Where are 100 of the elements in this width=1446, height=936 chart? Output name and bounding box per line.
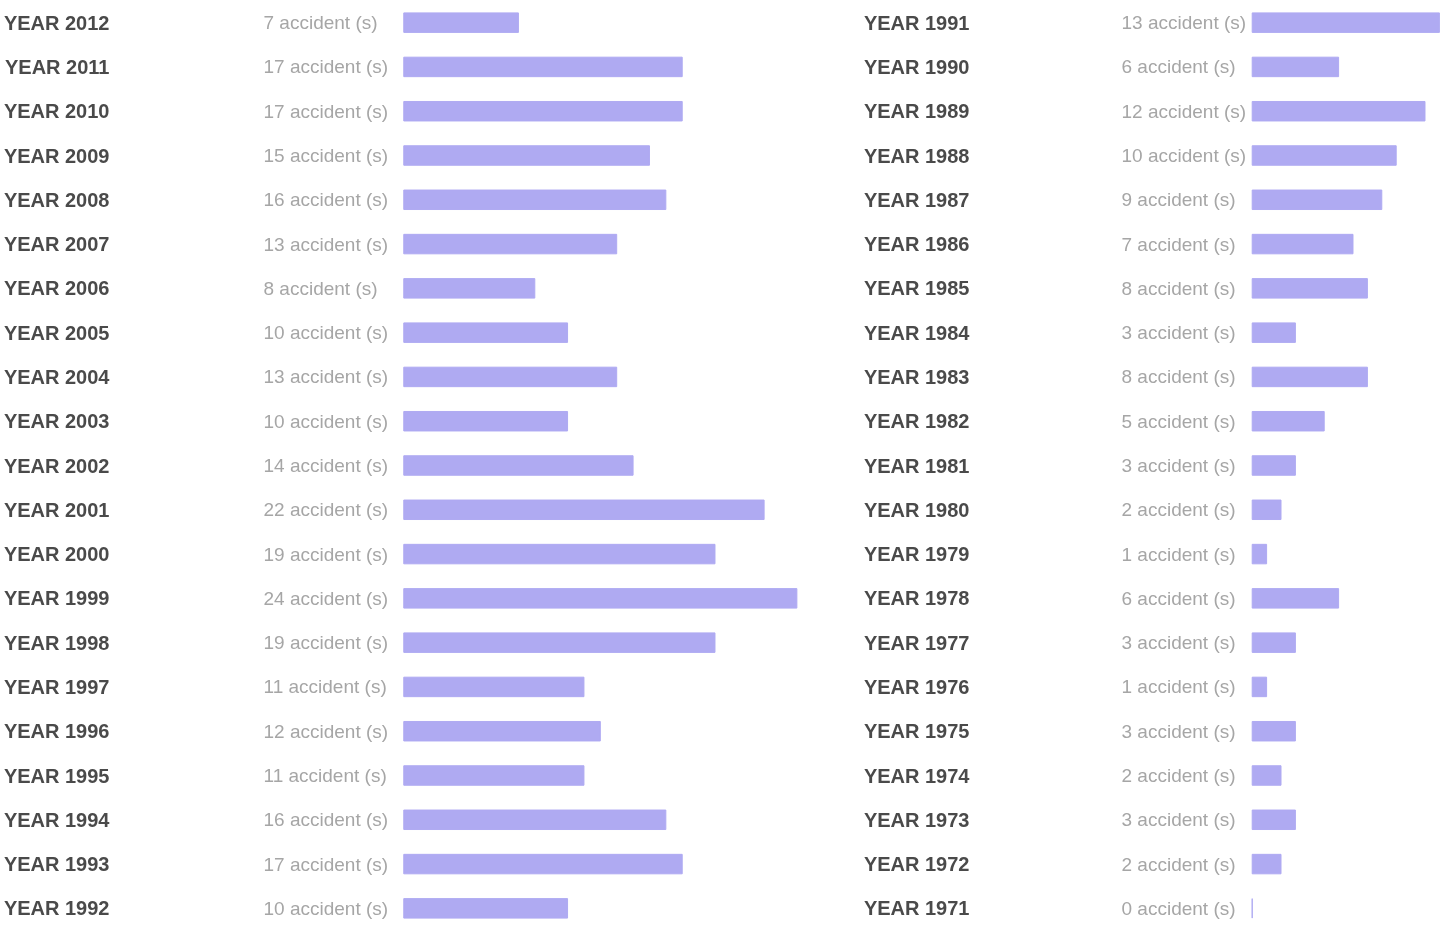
data-label: 17 accident (s) [263, 100, 389, 122]
y-tick-label: YEAR 1991 [863, 11, 970, 34]
bar [1251, 809, 1296, 831]
y-tick-label: YEAR 1984 [863, 321, 971, 344]
y-tick-label: YEAR 1993 [3, 853, 110, 876]
bar [403, 455, 634, 476]
data-label: 2 accident (s) [1121, 853, 1236, 875]
y-tick-label: YEAR 2005 [3, 321, 110, 344]
bar [1251, 322, 1296, 343]
bar [1251, 632, 1296, 653]
data-label: 1 accident (s) [1121, 676, 1236, 698]
y-tick-label: YEAR 1998 [3, 631, 110, 654]
y-tick-label: YEAR 1995 [3, 764, 110, 787]
y-tick-label: YEAR 1972 [863, 853, 970, 876]
bar [403, 145, 650, 166]
y-tick-label: YEAR 1982 [863, 410, 970, 433]
bar [403, 410, 569, 432]
data-label: 3 accident (s) [1121, 455, 1236, 476]
y-tick-label: YEAR 1989 [863, 100, 970, 123]
y-tick-label: YEAR 1979 [863, 543, 970, 566]
data-label: 16 accident (s) [263, 809, 389, 831]
bar [403, 189, 667, 211]
bar [1251, 410, 1325, 432]
data-label: 8 accident (s) [1121, 277, 1236, 299]
y-tick-label: YEAR 1999 [3, 587, 110, 610]
y-tick-label: YEAR 1994 [3, 808, 111, 831]
bar [1251, 543, 1268, 565]
y-tick-label: YEAR 1996 [3, 720, 110, 743]
data-label: 9 accident (s) [1121, 189, 1236, 211]
bar [403, 898, 569, 919]
y-tick-label: YEAR 1975 [863, 720, 970, 743]
y-tick-label: YEAR 2010 [3, 100, 110, 123]
y-tick-label: YEAR 1990 [863, 55, 970, 78]
bar [1251, 189, 1383, 211]
bar [403, 366, 618, 388]
data-label: 2 accident (s) [1121, 499, 1236, 521]
data-label: 7 accident (s) [1121, 233, 1236, 255]
bar [403, 543, 716, 565]
y-tick-label: YEAR 2003 [3, 410, 110, 433]
bar [403, 12, 519, 33]
data-label: 19 accident (s) [263, 632, 389, 654]
y-tick-label: YEAR 1973 [863, 808, 970, 831]
data-label: 22 accident (s) [263, 499, 389, 521]
y-tick-label: YEAR 2011 [4, 55, 110, 78]
y-tick-label: YEAR 2006 [3, 277, 110, 300]
data-label: 0 accident (s) [1121, 897, 1236, 919]
bar [403, 100, 683, 122]
data-label: 6 accident (s) [1121, 587, 1236, 609]
y-tick-label: YEAR 1978 [863, 587, 970, 610]
data-label: 24 accident (s) [263, 587, 389, 609]
data-label: 15 accident (s) [263, 145, 389, 166]
data-label: 17 accident (s) [263, 56, 389, 78]
bar [403, 588, 798, 609]
y-tick-label: YEAR 1971 [863, 897, 970, 920]
y-tick-label: YEAR 2009 [3, 144, 110, 167]
bar [403, 278, 536, 299]
bar [1251, 278, 1368, 299]
y-tick-label: YEAR 1986 [863, 233, 970, 256]
bar [403, 56, 683, 78]
data-label: 10 accident (s) [263, 410, 389, 432]
y-tick-label: YEAR 1983 [863, 365, 970, 388]
data-label: 14 accident (s) [263, 455, 389, 476]
data-label: 3 accident (s) [1121, 632, 1236, 654]
y-tick-label: YEAR 1980 [863, 498, 970, 521]
data-label: 10 accident (s) [263, 322, 389, 344]
y-tick-label: YEAR 1988 [863, 144, 970, 167]
data-label: 3 accident (s) [1121, 809, 1236, 831]
data-label: 17 accident (s) [263, 853, 389, 875]
bar [403, 853, 683, 875]
data-label: 3 accident (s) [1121, 322, 1236, 344]
bar [1251, 588, 1340, 609]
y-tick-label: YEAR 1974 [863, 764, 971, 787]
bar [1251, 499, 1282, 521]
data-label: 13 accident (s) [1121, 12, 1247, 34]
y-tick-label: YEAR 1981 [863, 454, 970, 477]
data-label: 12 accident (s) [263, 720, 389, 742]
bar [1251, 12, 1440, 33]
data-label: 1 accident (s) [1121, 543, 1236, 565]
data-label: 19 accident (s) [263, 543, 389, 565]
y-tick-label: YEAR 2001 [3, 498, 110, 521]
data-label: 13 accident (s) [263, 233, 389, 255]
y-tick-label: YEAR 2000 [3, 543, 110, 566]
data-label: 8 accident (s) [1121, 366, 1236, 388]
bar [1251, 765, 1282, 786]
data-label: 5 accident (s) [1121, 410, 1236, 432]
data-label: 10 accident (s) [1121, 145, 1247, 166]
bar [1251, 145, 1397, 166]
bar [1251, 56, 1340, 78]
data-label: 3 accident (s) [1121, 720, 1236, 742]
data-label: 8 accident (s) [263, 277, 378, 299]
data-label: 7 accident (s) [263, 12, 378, 34]
y-tick-label: YEAR 1992 [3, 897, 110, 920]
bar [1251, 100, 1426, 122]
bar [1251, 720, 1296, 742]
y-tick-label: YEAR 1987 [863, 188, 970, 211]
y-tick-label: YEAR 1985 [863, 277, 970, 300]
bar [403, 322, 569, 343]
bar [1251, 366, 1368, 388]
bar [1251, 455, 1296, 476]
bar [403, 809, 667, 831]
